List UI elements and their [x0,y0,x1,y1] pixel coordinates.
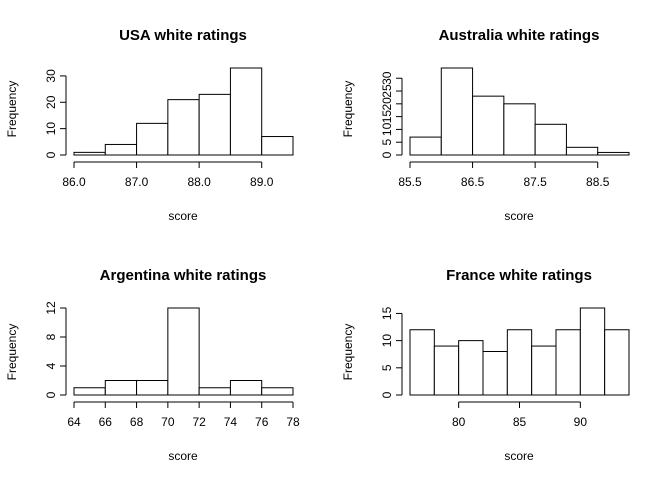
histogram-bar [482,351,508,396]
x-axis: 86.0 87.0 88.0 89.0 [62,161,274,189]
x-tick-label: 78 [286,415,300,429]
x-axis-label: score [168,449,198,463]
histogram-bar [597,151,630,156]
histogram-bar [458,340,484,396]
histogram-bar [229,67,263,156]
x-tick-label: 90 [574,415,588,429]
histogram-bar [433,345,460,396]
histogram-bar [440,67,474,156]
x-tick-label: 88.0 [187,175,211,189]
histogram-bar [73,151,106,156]
histogram-bar [506,329,533,396]
histogram-bar [409,136,442,156]
y-axis: 0 10 20 30 [44,69,67,158]
histogram-bar [534,123,567,156]
histogram-bar [579,307,606,396]
y-axis-label: Frequency [5,324,19,381]
histogram-france: France white ratings score Frequency 80 8… [341,267,630,463]
y-tick-label: 5 [380,139,394,146]
x-tick-label: 85.5 [398,175,422,189]
histogram-usa: USA white ratings score Frequency 86.0 87… [5,27,294,223]
y-tick-label: 0 [44,391,58,398]
bars [409,307,630,396]
y-tick-label: 30 [44,69,58,83]
x-tick-label: 70 [161,415,175,429]
histogram-bar [198,93,231,156]
x-tick-label: 68 [130,415,144,429]
chart-title: Argentina white ratings [100,267,267,284]
x-axis-label: score [504,449,534,463]
histogram-australia: Australia white ratings score Frequency … [341,27,630,223]
y-tick-label: 20 [380,97,394,111]
chart-title: USA white ratings [119,27,247,44]
x-tick-label: 74 [224,415,238,429]
x-tick-label: 89.0 [250,175,274,189]
histogram-bar [167,99,200,156]
histogram-bar [472,95,505,156]
y-axis: 0 4 8 12 [44,301,67,398]
y-tick-label: 12 [44,301,58,315]
histogram-bar [229,380,263,396]
y-tick-label: 4 [44,362,58,369]
histogram-bar [136,380,169,396]
histogram-bar [167,307,200,396]
y-tick-label: 8 [44,333,58,340]
chart-title: France white ratings [446,267,592,284]
histogram-bar [604,329,630,396]
chart-title: Australia white ratings [439,27,600,44]
x-axis: 85.5 86.5 87.5 88.5 [398,161,610,189]
x-axis-label: score [504,209,534,223]
bars [73,67,294,156]
histogram-bar [104,143,138,156]
y-tick-label: 20 [44,95,58,109]
y-tick-label: 10 [44,122,58,136]
y-tick-label: 10 [380,122,394,136]
histogram-bar [555,329,581,396]
x-tick-label: 86.5 [461,175,485,189]
histogram-bar [261,136,294,156]
histogram-bar [104,380,138,396]
x-axis-label: score [168,209,198,223]
y-tick-label: 0 [380,391,394,398]
x-axis: 80 85 90 [452,401,588,429]
y-tick-label: 15 [380,110,394,124]
x-tick-label: 85 [513,415,527,429]
y-tick-label: 0 [380,151,394,158]
histogram-bar [261,387,294,396]
histogram-bar [198,387,231,396]
x-tick-label: 88.5 [586,175,610,189]
y-axis-label: Frequency [341,81,355,138]
y-axis-label: Frequency [5,81,19,138]
y-axis: 0 5 10 15 [380,306,403,398]
bars [409,67,630,156]
x-tick-label: 66 [99,415,113,429]
histogram-bar [503,103,536,156]
x-tick-label: 87.5 [523,175,547,189]
bars [73,307,294,396]
y-tick-label: 10 [380,334,394,348]
y-tick-label: 0 [44,151,58,158]
histogram-bar [565,146,599,156]
histogram-bar [531,345,557,396]
x-tick-label: 80 [452,415,466,429]
x-tick-label: 87.0 [125,175,149,189]
x-tick-label: 76 [255,415,269,429]
y-tick-label: 15 [380,306,394,320]
histogram-argentina: Argentina white ratings score Frequency … [5,267,300,463]
x-tick-label: 64 [67,415,81,429]
x-tick-label: 86.0 [62,175,86,189]
histogram-bar [136,122,169,156]
histogram-bar [409,329,435,396]
histogram-bar [73,387,106,396]
x-tick-label: 72 [192,415,206,429]
y-tick-label: 30 [380,71,394,85]
x-axis: 64 66 68 70 72 74 76 78 [67,401,300,429]
y-tick-label: 5 [380,364,394,371]
y-tick-label: 25 [380,84,394,98]
y-axis-label: Frequency [341,324,355,381]
